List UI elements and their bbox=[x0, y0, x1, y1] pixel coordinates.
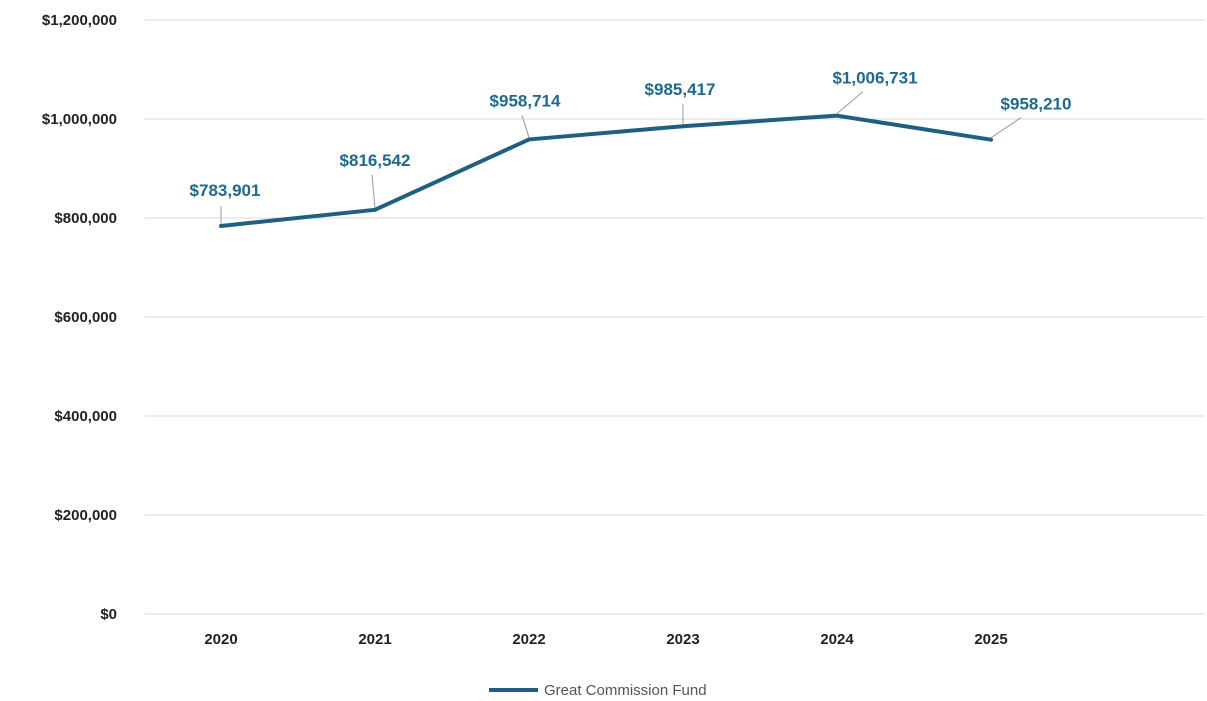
data-label-leader bbox=[836, 91, 864, 115]
y-axis-tick-labels: $0 $200,000 $400,000 $600,000 $800,000 $1,000… bbox=[42, 12, 117, 623]
y-tick-label: $800,000 bbox=[54, 210, 117, 227]
x-tick-label: 2023 bbox=[666, 631, 699, 648]
y-tick-label: $200,000 bbox=[54, 507, 117, 524]
data-label-leader bbox=[371, 174, 376, 208]
x-axis-tick-labels: 2020 2021 2022 2023 2024 2025 bbox=[204, 631, 1007, 648]
y-tick-label: $1,000,000 bbox=[42, 111, 117, 128]
legend-label: Great Commission Fund bbox=[544, 682, 707, 699]
legend: Great Commission Fund bbox=[489, 682, 707, 699]
data-label: $816,542 bbox=[340, 151, 411, 170]
y-tick-label: $600,000 bbox=[54, 309, 117, 326]
data-labels: $783,901 $816,542 $958,714 $985,417 $1,006,7… bbox=[190, 69, 1072, 200]
x-tick-label: 2025 bbox=[974, 631, 1007, 648]
x-tick-label: 2022 bbox=[512, 631, 545, 648]
data-label: $783,901 bbox=[190, 181, 261, 200]
y-tick-label: $0 bbox=[100, 606, 117, 623]
data-label-leader-lines bbox=[220, 91, 1022, 224]
data-label: $958,210 bbox=[1001, 95, 1072, 114]
y-tick-label: $1,200,000 bbox=[42, 12, 117, 29]
data-label-leader bbox=[990, 117, 1022, 139]
gridlines bbox=[145, 19, 1205, 615]
data-label: $958,714 bbox=[490, 91, 561, 110]
y-tick-label: $400,000 bbox=[54, 408, 117, 425]
data-label: $985,417 bbox=[645, 80, 716, 99]
data-label: $1,006,731 bbox=[832, 69, 917, 88]
x-tick-label: 2020 bbox=[204, 631, 237, 648]
series-line-great-commission-fund bbox=[219, 113, 993, 228]
x-tick-label: 2024 bbox=[820, 631, 854, 648]
x-tick-label: 2021 bbox=[358, 631, 391, 648]
data-label-leader bbox=[521, 115, 530, 138]
series-lines bbox=[219, 113, 993, 228]
